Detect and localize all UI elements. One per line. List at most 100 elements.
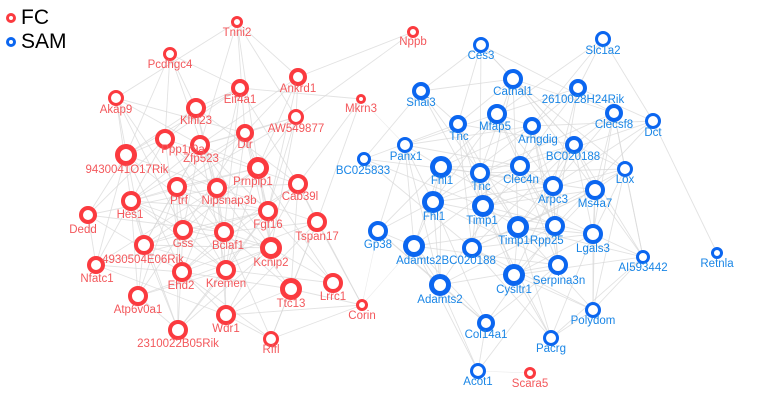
node-label: Ttc13	[276, 298, 306, 310]
node-label: Dct	[644, 127, 662, 139]
node-wdr1[interactable]	[216, 305, 236, 325]
node-ttc13[interactable]	[280, 278, 302, 300]
node-clec4n[interactable]	[510, 156, 530, 176]
node-bc020188[interactable]	[565, 136, 583, 154]
node-timp1[interactable]	[472, 195, 494, 217]
node-label: Klhl23	[180, 115, 212, 127]
node-9430041o17rik[interactable]	[115, 144, 137, 166]
node-acot1[interactable]	[470, 363, 486, 379]
node-corin[interactable]	[356, 299, 368, 311]
node-timp1rpp25[interactable]	[507, 216, 529, 238]
node-mfap5[interactable]	[487, 104, 507, 124]
node-pcdhgc4[interactable]	[163, 47, 177, 61]
node-arpc3[interactable]	[543, 176, 563, 196]
node-hes1[interactable]	[121, 191, 141, 211]
node-fhl1[interactable]	[430, 156, 452, 178]
node-retnla[interactable]	[711, 247, 723, 259]
node-panx1[interactable]	[397, 137, 413, 153]
node-gss[interactable]	[173, 220, 193, 240]
node-serpina3n[interactable]	[548, 255, 568, 275]
node-ehd2[interactable]	[172, 262, 192, 282]
node-label: Pcdhgc4	[147, 59, 193, 71]
node-label: Atp6v0a1	[113, 304, 163, 316]
node-ptrf[interactable]	[167, 177, 187, 197]
node-rpp25[interactable]	[545, 216, 565, 236]
node-dedd[interactable]	[79, 206, 97, 224]
node-nppb[interactable]	[407, 26, 419, 38]
node-2310022b05rik[interactable]	[168, 320, 188, 340]
node-snai3[interactable]	[412, 82, 430, 100]
node-zfp523[interactable]	[190, 135, 210, 155]
node-label: Cysltr1	[496, 284, 532, 296]
node-nfatc1[interactable]	[87, 256, 105, 274]
node-col14a1[interactable]	[477, 314, 495, 332]
node-cab39l[interactable]	[288, 174, 308, 194]
node-label: Ankrd1	[279, 83, 317, 95]
node-dct[interactable]	[645, 113, 661, 129]
node-label: Serpina3n	[532, 275, 586, 287]
node-tnni2[interactable]	[231, 16, 243, 28]
node-2610028h24rik[interactable]	[569, 79, 587, 97]
node-akap9[interactable]	[108, 90, 124, 106]
node-ppp1r9a[interactable]	[155, 129, 175, 149]
node-polydom[interactable]	[585, 302, 601, 318]
node-label: BC025833	[335, 165, 391, 177]
node-mkrn3[interactable]	[356, 94, 366, 104]
node-ces3[interactable]	[473, 37, 489, 53]
node-adamts2bc020188[interactable]	[403, 235, 425, 257]
node-scara5[interactable]	[524, 367, 536, 379]
node-tnc[interactable]	[449, 115, 467, 133]
node-nipsnap3b[interactable]	[207, 178, 227, 198]
node-label: Polydom	[570, 315, 616, 327]
node-arhgdig[interactable]	[523, 117, 541, 135]
node-gp38[interactable]	[368, 221, 388, 241]
node-eif4a1[interactable]	[231, 79, 249, 97]
node-aw549877[interactable]	[288, 109, 304, 125]
node-rffl[interactable]	[263, 331, 279, 347]
node-adamts2[interactable]	[429, 274, 451, 296]
node-label: Kcnip2	[253, 257, 289, 269]
node-ankrd1[interactable]	[289, 68, 307, 86]
node-label: Prnpip1	[233, 176, 273, 188]
node-slc1a2[interactable]	[595, 31, 611, 47]
node-label: Timp1	[466, 215, 498, 227]
node-label: Mfap5	[479, 121, 511, 133]
node-label: AI593442	[618, 262, 668, 274]
node-label: Ms4a7	[577, 198, 613, 210]
node-klhl23[interactable]	[186, 98, 206, 118]
node-kcnip2[interactable]	[260, 237, 282, 259]
node-bclaf1[interactable]	[214, 222, 234, 242]
node-tnc[interactable]	[470, 163, 490, 183]
node-lgals3[interactable]	[583, 224, 603, 244]
node-label: Adamts2BC020188	[396, 255, 496, 267]
node-label: Gp38	[363, 239, 393, 251]
node-label: Cab39l	[281, 191, 319, 203]
node-catnal1[interactable]	[503, 69, 523, 89]
node-kremen[interactable]	[216, 260, 236, 280]
node-label: Ehd2	[167, 280, 195, 292]
node-fhl1[interactable]	[422, 191, 444, 213]
legend-label-fc: FC	[21, 6, 49, 29]
legend-item-fc: FC	[6, 6, 67, 30]
node-lrrc1[interactable]	[323, 273, 343, 293]
node-atp6v0a1[interactable]	[128, 286, 148, 306]
node-label: Clecsf8	[594, 119, 634, 131]
node-bc025833[interactable]	[357, 152, 371, 166]
node-prnpip1[interactable]	[247, 157, 269, 179]
node-fgf16[interactable]	[258, 201, 278, 221]
node-label: Eif4a1	[223, 94, 257, 106]
node-pacrg[interactable]	[543, 330, 559, 346]
sam-circle-icon	[6, 37, 16, 47]
node-ai593442[interactable]	[636, 250, 650, 264]
node-label: Tspan17	[295, 231, 339, 243]
node-tspan17[interactable]	[307, 212, 327, 232]
node-dtr[interactable]	[236, 124, 254, 142]
node-4930504e06rik[interactable]	[134, 235, 154, 255]
node-clecsf8[interactable]	[605, 104, 623, 122]
node-cysltr1[interactable]	[503, 264, 525, 286]
node-bc020188[interactable]	[462, 238, 482, 258]
node-ms4a7[interactable]	[585, 180, 605, 200]
node-lox[interactable]	[617, 161, 633, 177]
legend-item-sam: SAM	[6, 30, 67, 54]
